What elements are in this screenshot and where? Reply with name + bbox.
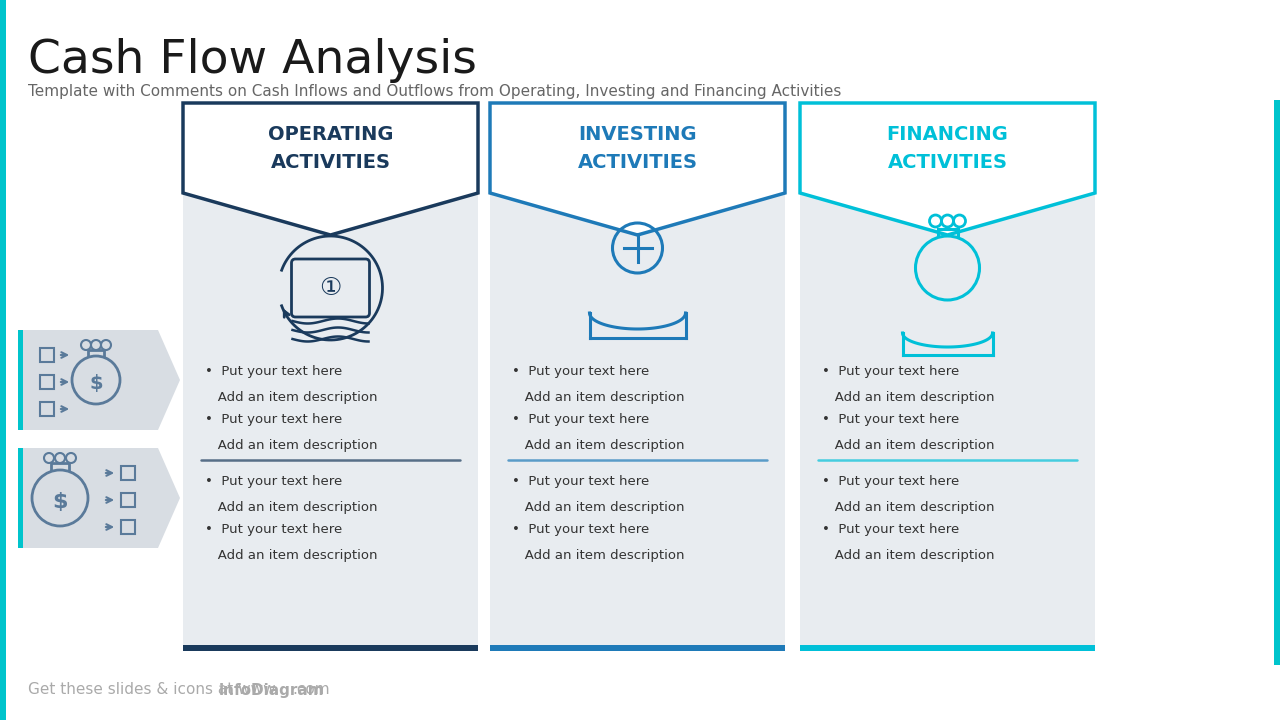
Text: Add an item description: Add an item description (822, 439, 995, 452)
Bar (18, 448, 23, 548)
Text: •  Put your text here: • Put your text here (512, 523, 649, 536)
Bar (183, 645, 477, 651)
Bar (490, 103, 785, 645)
Bar (490, 645, 785, 651)
Bar (800, 103, 1094, 645)
Text: Add an item description: Add an item description (205, 549, 378, 562)
Text: Add an item description: Add an item description (822, 501, 995, 514)
Text: $: $ (52, 492, 68, 512)
Text: •  Put your text here: • Put your text here (205, 475, 342, 488)
Bar (1274, 100, 1280, 665)
Text: •  Put your text here: • Put your text here (822, 365, 959, 378)
Text: Get these slides & icons at www.: Get these slides & icons at www. (28, 683, 279, 698)
Text: infoDiagram: infoDiagram (219, 683, 324, 698)
Text: $: $ (90, 374, 102, 394)
Text: Add an item description: Add an item description (822, 549, 995, 562)
Text: Add an item description: Add an item description (822, 391, 995, 404)
Text: Add an item description: Add an item description (205, 391, 378, 404)
Text: •  Put your text here: • Put your text here (512, 475, 649, 488)
Bar (800, 645, 1094, 651)
Text: ①: ① (319, 276, 342, 300)
Bar (0, 0, 6, 720)
Text: •  Put your text here: • Put your text here (822, 523, 959, 536)
Polygon shape (490, 103, 785, 235)
Text: Template with Comments on Cash Inflows and Outflows from Operating, Investing an: Template with Comments on Cash Inflows a… (28, 84, 841, 99)
Text: INVESTING: INVESTING (579, 125, 696, 144)
Text: •  Put your text here: • Put your text here (512, 413, 649, 426)
Text: Add an item description: Add an item description (512, 439, 685, 452)
Text: Add an item description: Add an item description (512, 549, 685, 562)
Text: Add an item description: Add an item description (512, 501, 685, 514)
Polygon shape (18, 448, 180, 548)
Text: Cash Flow Analysis: Cash Flow Analysis (28, 38, 477, 83)
Text: OPERATING: OPERATING (268, 125, 393, 144)
Polygon shape (183, 103, 477, 235)
Text: .com: .com (292, 683, 330, 698)
Text: •  Put your text here: • Put your text here (205, 365, 342, 378)
Text: ACTIVITIES: ACTIVITIES (887, 153, 1007, 172)
Text: •  Put your text here: • Put your text here (822, 475, 959, 488)
Text: Add an item description: Add an item description (205, 439, 378, 452)
Text: •  Put your text here: • Put your text here (512, 365, 649, 378)
Text: •  Put your text here: • Put your text here (822, 413, 959, 426)
Text: Add an item description: Add an item description (205, 501, 378, 514)
Text: FINANCING: FINANCING (887, 125, 1009, 144)
Polygon shape (18, 330, 180, 430)
Polygon shape (800, 103, 1094, 235)
Text: ACTIVITIES: ACTIVITIES (270, 153, 390, 172)
Text: •  Put your text here: • Put your text here (205, 413, 342, 426)
Text: Add an item description: Add an item description (512, 391, 685, 404)
Text: ACTIVITIES: ACTIVITIES (577, 153, 698, 172)
Text: •  Put your text here: • Put your text here (205, 523, 342, 536)
Bar (183, 103, 477, 645)
Bar (18, 330, 23, 430)
